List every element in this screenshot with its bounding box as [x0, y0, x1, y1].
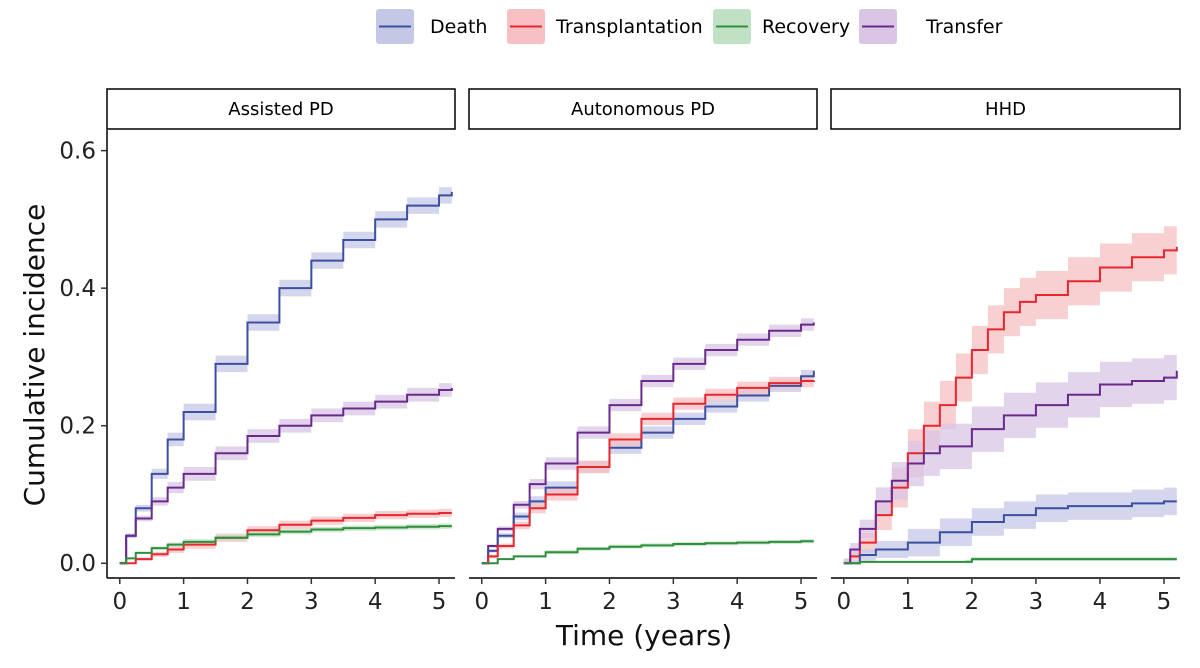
- y-tick-label: 0.2: [59, 414, 96, 440]
- legend-label-death: Death: [430, 16, 487, 38]
- strip-title: Autonomous PD: [571, 99, 715, 120]
- x-tick-label: 0: [836, 589, 851, 615]
- y-tick-label: 0.6: [59, 139, 96, 165]
- x-tick-label: 5: [794, 589, 809, 615]
- x-tick-label: 2: [965, 589, 980, 615]
- x-tick-label: 0: [112, 589, 127, 615]
- y-tick-label: 0.0: [59, 551, 96, 577]
- legend-label-recovery: Recovery: [762, 16, 850, 38]
- x-tick-label: 4: [1093, 589, 1108, 615]
- strip-title: HHD: [985, 99, 1026, 120]
- legend: Death Transplantation Recovery Transfer: [376, 9, 1003, 44]
- x-tick-label: 5: [1157, 589, 1172, 615]
- strip-header: [106, 88, 456, 130]
- x-tick-label: 1: [901, 589, 916, 615]
- x-tick-label: 1: [538, 589, 553, 615]
- panel-assisted-pd: Assisted PD 0 1 2 3 4 5 0.0 0.2 0.4 0.6: [59, 88, 456, 615]
- series-line-recovery: [119, 525, 452, 565]
- series-line-transplantation: [481, 380, 815, 565]
- facet-panels: Assisted PD 0 1 2 3 4 5 0.0 0.2 0.4 0.6 Autonomous …: [59, 88, 1181, 615]
- strip-header: [468, 88, 818, 130]
- series-line-transfer: [119, 387, 453, 565]
- series-line-transplantation: [119, 512, 452, 565]
- y-axis-title: Cumulative incidence: [18, 204, 51, 507]
- series-line-death: [843, 500, 1177, 565]
- ci-band-transfer: [481, 316, 814, 564]
- ci-band-recovery: [481, 539, 814, 564]
- x-tick-label: 4: [730, 589, 745, 615]
- series-line-recovery: [843, 558, 1177, 565]
- x-tick-label: 2: [602, 589, 617, 615]
- x-tick-label: 2: [240, 589, 255, 615]
- ci-band-recovery: [119, 523, 452, 564]
- ci-band-death: [481, 364, 814, 564]
- ci-band-death: [119, 183, 452, 564]
- panel-hhd: HHD 0 1 2 3 4 5: [830, 88, 1181, 615]
- x-tick-label: 4: [368, 589, 383, 615]
- series-line-transfer: [481, 322, 815, 565]
- panel-autonomous-pd: Autonomous PD 0 1 2 3 4 5: [468, 88, 818, 615]
- y-tick-label: 0.4: [59, 276, 96, 302]
- strip-header: [830, 88, 1181, 130]
- series-line-death: [119, 191, 453, 565]
- x-tick-label: 3: [666, 589, 681, 615]
- series-line-transfer: [843, 370, 1178, 565]
- x-tick-label: 3: [1029, 589, 1044, 615]
- legend-label-transfer: Transfer: [925, 16, 1003, 38]
- ci-band-transplantation: [481, 374, 814, 564]
- x-tick-label: 0: [474, 589, 489, 615]
- x-tick-label: 1: [176, 589, 191, 615]
- x-axis-title: Time (years): [555, 619, 732, 652]
- ci-band-transplantation: [119, 508, 452, 564]
- x-tick-label: 3: [304, 589, 319, 615]
- series-line-recovery: [481, 540, 814, 565]
- x-tick-label: 5: [432, 589, 447, 615]
- ci-band-transfer: [119, 381, 452, 564]
- strip-title: Assisted PD: [228, 99, 333, 120]
- legend-label-transplantation: Transplantation: [555, 16, 703, 38]
- ci-band-transfer: [843, 347, 1177, 564]
